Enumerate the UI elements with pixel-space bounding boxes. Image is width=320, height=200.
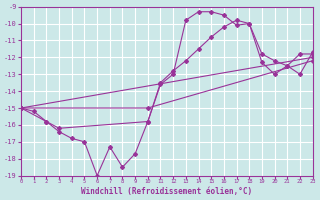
X-axis label: Windchill (Refroidissement éolien,°C): Windchill (Refroidissement éolien,°C) — [81, 187, 252, 196]
